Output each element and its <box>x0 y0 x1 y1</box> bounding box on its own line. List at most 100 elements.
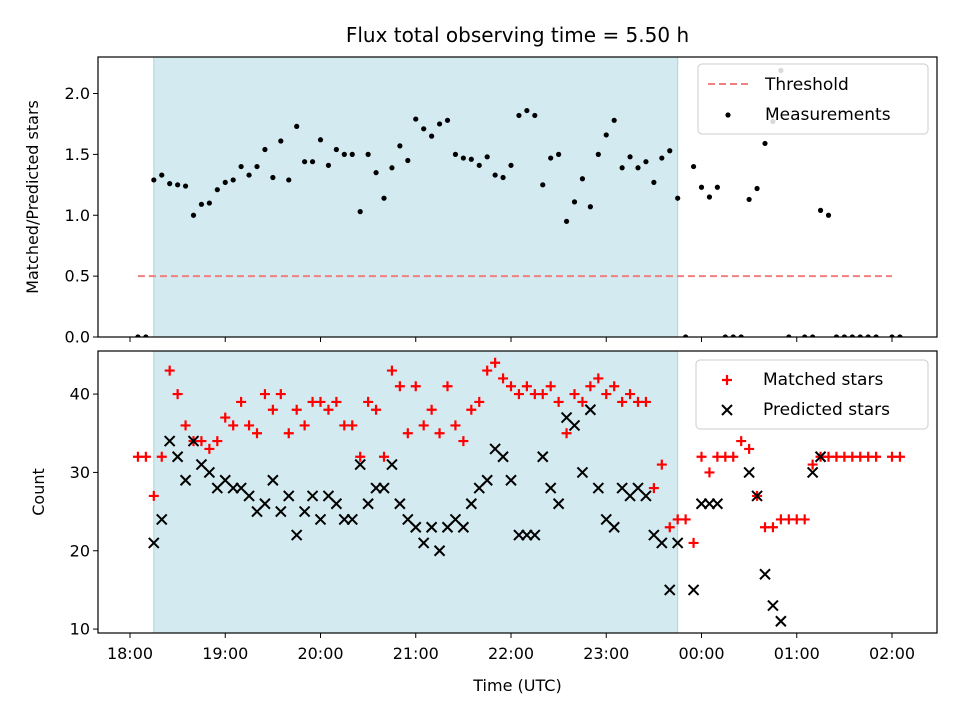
predicted-star-point <box>298 505 311 518</box>
measurement-point <box>825 212 832 218</box>
predicted-star-point <box>267 474 279 486</box>
matched-star-point <box>585 381 596 392</box>
predicted-star-point <box>378 482 390 494</box>
measurement-point <box>159 172 165 178</box>
legend-measurement-swatch <box>725 112 731 118</box>
measurement-point <box>476 162 482 168</box>
measurement-point <box>857 334 863 337</box>
predicted-star-point <box>505 474 517 486</box>
matched-star-point <box>252 428 262 439</box>
predicted-stars-series <box>148 404 827 627</box>
predicted-star-point <box>671 537 684 549</box>
measurement-point <box>730 334 736 337</box>
matched-star-point <box>474 396 485 407</box>
predicted-star-point <box>640 490 652 502</box>
measurement-point <box>270 174 276 181</box>
matched-star-point <box>315 396 326 407</box>
measurement-point <box>754 185 760 192</box>
measurement-point <box>603 132 609 138</box>
legend-box <box>695 359 929 430</box>
x-tick-label: 02:00 <box>869 644 915 663</box>
predicted-star-point <box>187 435 200 447</box>
predicted-star-point <box>656 537 668 549</box>
matched-star-point <box>506 381 516 392</box>
measurement-point <box>865 334 871 337</box>
y-tick-label: 1.0 <box>65 206 90 225</box>
predicted-star-point <box>259 498 271 510</box>
matched-star-point <box>434 428 445 439</box>
measurement-point <box>690 163 697 170</box>
predicted-star-point <box>814 451 827 463</box>
predicted-star-point <box>584 404 597 416</box>
matched-star-point <box>704 467 715 478</box>
matched-star-point <box>450 420 461 431</box>
matched-star-point <box>347 420 358 431</box>
predicted-star-point <box>433 545 446 557</box>
measurement-point <box>190 212 197 218</box>
measurement-point <box>627 154 633 160</box>
matched-star-point <box>553 396 564 407</box>
matched-star-point <box>156 451 167 462</box>
measurement-point <box>802 334 808 337</box>
measurement-point <box>706 194 713 200</box>
matched-star-point <box>617 396 628 407</box>
matched-star-point <box>490 357 501 368</box>
measurement-point <box>714 184 720 190</box>
bottom-axes-frame <box>97 350 938 634</box>
y-tick-label: 40 <box>70 385 90 404</box>
measurement-point <box>841 334 847 337</box>
matched-star-point <box>656 459 667 470</box>
matched-star-point <box>394 381 405 392</box>
predicted-star-point <box>767 599 779 612</box>
measurement-point <box>548 155 554 161</box>
measurements-series <box>135 67 903 337</box>
measurement-point <box>333 146 339 153</box>
matched-star-point <box>267 404 278 415</box>
matched-star-point <box>140 451 151 462</box>
measurement-point <box>698 184 705 190</box>
matched-star-point <box>148 490 159 501</box>
predicted-star-point <box>751 490 763 502</box>
measurement-point <box>500 174 506 181</box>
predicted-star-point <box>544 482 557 494</box>
y-tick-label: 20 <box>70 541 90 560</box>
predicted-star-point <box>283 490 295 502</box>
count-series <box>132 357 905 627</box>
x-tick-label: 23:00 <box>583 644 629 663</box>
matched-star-point <box>561 428 572 439</box>
predicted-star-point <box>537 451 549 463</box>
matched-star-point <box>577 396 588 407</box>
matched-star-point <box>259 389 270 400</box>
x-axis-label: Time (UTC) <box>472 676 561 695</box>
measurement-point <box>484 154 490 160</box>
y-tick-label: 10 <box>70 620 90 639</box>
measurement-point <box>587 204 593 210</box>
matched-star-point <box>426 404 437 415</box>
matched-star-point <box>625 389 636 400</box>
matched-star-point <box>220 412 231 423</box>
matched-star-point <box>418 420 429 431</box>
predicted-star-point <box>417 537 430 549</box>
matched-star-point <box>744 443 755 454</box>
measurement-point <box>436 121 443 127</box>
predicted-star-point <box>179 474 192 486</box>
measurement-point <box>532 112 538 119</box>
measurement-point <box>135 334 141 337</box>
measurement-point <box>556 151 562 157</box>
matched-star-point <box>466 404 477 415</box>
matched-star-point <box>228 420 239 431</box>
predicted-star-point <box>457 521 470 533</box>
measurement-point <box>230 177 236 183</box>
matched-star-point <box>371 404 382 415</box>
matched-star-point <box>601 389 612 400</box>
matched-star-point <box>386 365 397 376</box>
matched-star-point <box>736 436 747 447</box>
legend-threshold-label: Threshold <box>764 75 849 95</box>
predicted-star-point <box>394 498 406 510</box>
predicted-star-point <box>568 419 581 432</box>
top-panel: 0.0 0.5 1.0 1.5 2.0 Threshold Measurements <box>65 56 938 347</box>
predicted-star-point <box>743 466 755 479</box>
matched-star-point <box>498 373 509 384</box>
measurement-point <box>381 195 387 201</box>
